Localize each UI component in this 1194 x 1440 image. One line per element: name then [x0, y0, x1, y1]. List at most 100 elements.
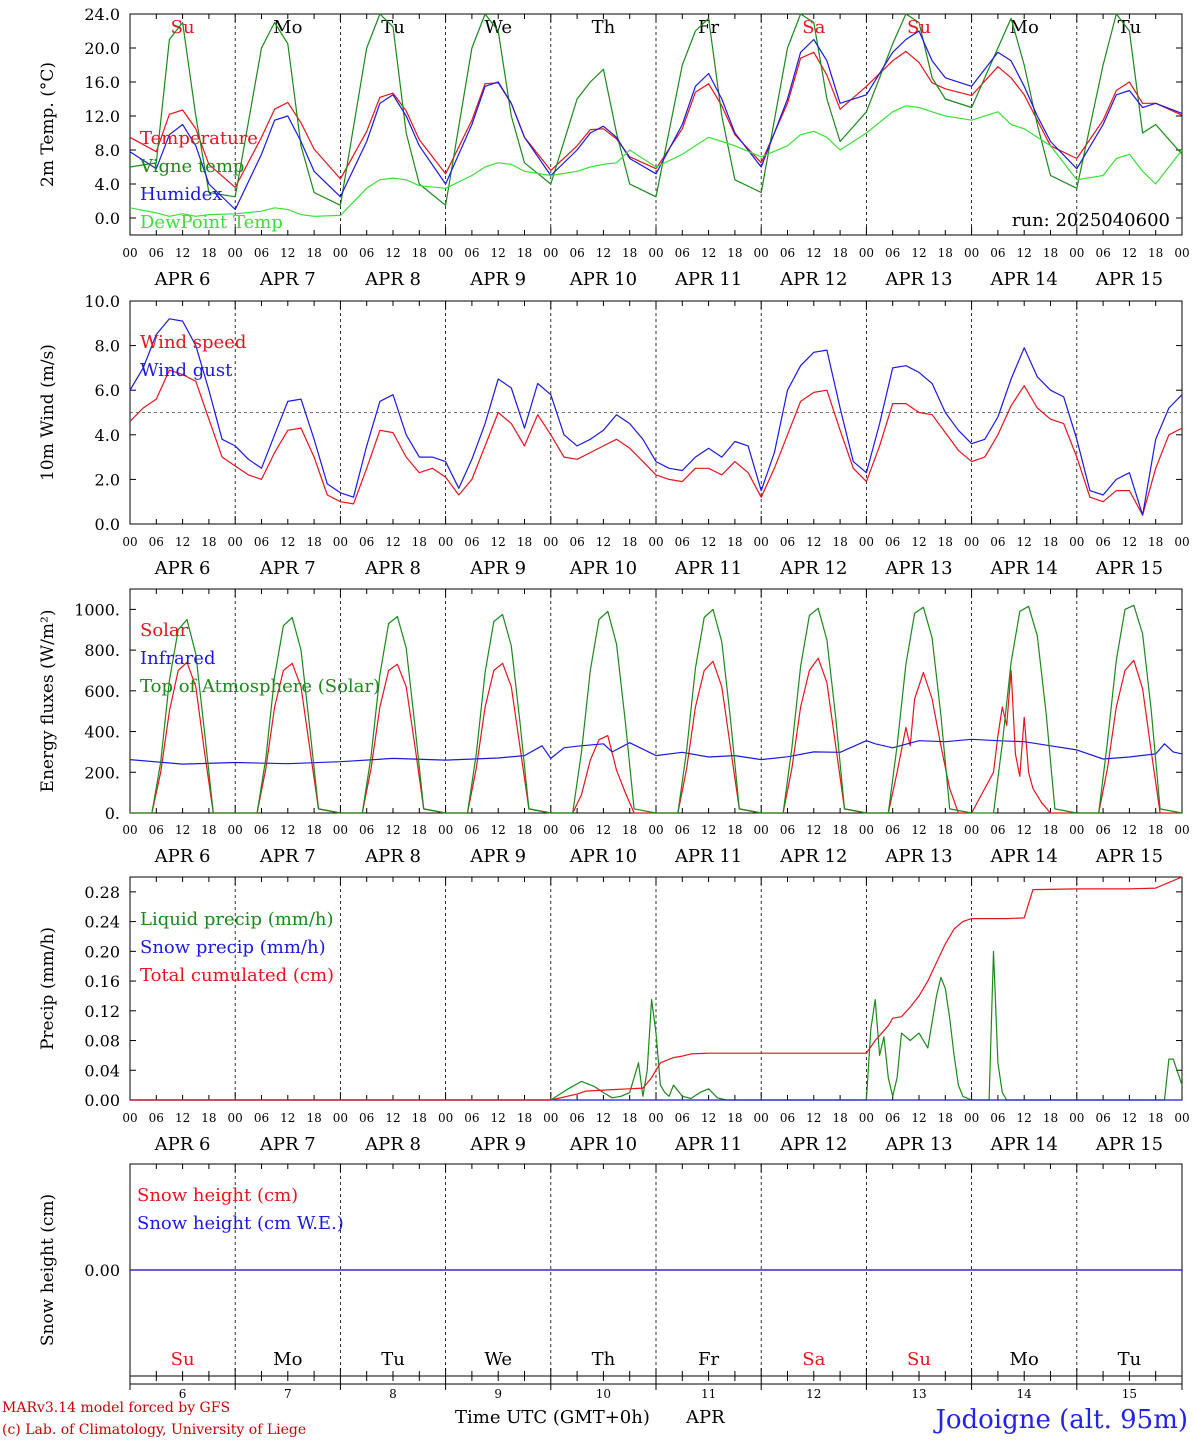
- y-tick-label: 0.08: [84, 1032, 120, 1051]
- day-number-label: 13: [911, 1387, 926, 1401]
- hour-tick-label: 18: [412, 1111, 427, 1125]
- y-tick-label: 0.16: [84, 972, 120, 991]
- day-of-week-label: Fr: [698, 17, 719, 38]
- hour-tick-label: 12: [1017, 823, 1032, 837]
- hour-tick-label: 18: [1148, 823, 1163, 837]
- legend-entry: Top of Atmosphere (Solar): [140, 676, 380, 697]
- hour-tick-label: 12: [806, 823, 821, 837]
- hour-tick-label: 00: [438, 246, 453, 260]
- day-of-week-label: Tu: [381, 1349, 405, 1370]
- day-of-week-label: We: [484, 1349, 512, 1370]
- hour-tick-label: 06: [464, 823, 479, 837]
- panel-2: 0.0 2.0 4.0 6.0 8.0 10.0 10m Wind (m/s) 00 06 12 1…: [38, 292, 1190, 579]
- panel-3: 0. 200. 400. 600. 800. 1000. Energy fluxes (W/…: [38, 588, 1190, 867]
- hour-tick-label: 18: [412, 535, 427, 549]
- hour-tick-label: 00: [122, 246, 137, 260]
- date-label: APR 10: [569, 846, 637, 867]
- date-label: APR 11: [674, 846, 742, 867]
- series-line-solar: [130, 657, 1182, 814]
- hour-tick-label: 18: [517, 246, 532, 260]
- station-name: Jodoigne (alt. 95m): [932, 1405, 1188, 1435]
- hour-tick-label: 00: [543, 246, 558, 260]
- day-number-label: 15: [1122, 1387, 1137, 1401]
- date-label: APR 6: [154, 558, 211, 579]
- hour-tick-label: 18: [1043, 246, 1058, 260]
- hour-tick-label: 00: [333, 823, 348, 837]
- hour-tick-label: 12: [280, 246, 295, 260]
- hour-tick-label: 06: [780, 535, 795, 549]
- hour-tick-label: 00: [228, 1111, 243, 1125]
- date-label: APR 11: [674, 1134, 742, 1155]
- hour-tick-label: 06: [1095, 1111, 1110, 1125]
- hour-tick-label: 00: [964, 535, 979, 549]
- hour-tick-label: 18: [727, 823, 742, 837]
- hour-tick-label: 06: [254, 823, 269, 837]
- day-of-week-label: Sa: [802, 1349, 825, 1370]
- hour-tick-label: 18: [938, 535, 953, 549]
- day-number-label: 7: [284, 1387, 292, 1401]
- credits-line-1: MARv3.14 model forced by GFS: [2, 1400, 230, 1416]
- hour-tick-label: 12: [911, 823, 926, 837]
- hour-tick-label: 12: [1017, 246, 1032, 260]
- hour-tick-label: 18: [622, 246, 637, 260]
- day-number-label: 9: [494, 1387, 502, 1401]
- day-of-week-label: Su: [907, 17, 931, 38]
- hour-tick-label: 06: [254, 246, 269, 260]
- date-label: APR 13: [884, 1134, 952, 1155]
- date-label: APR 10: [569, 269, 637, 290]
- hour-tick-label: 00: [333, 1111, 348, 1125]
- series-line-vigne-temp: [129, 13, 1183, 206]
- date-label: APR 7: [259, 846, 316, 867]
- hour-tick-label: 00: [754, 823, 769, 837]
- hour-tick-label: 00: [333, 246, 348, 260]
- date-label: APR 6: [154, 1134, 211, 1155]
- day-number-label: 12: [806, 1387, 821, 1401]
- series-line-wind-speed: [129, 369, 1183, 516]
- hour-tick-label: 12: [1122, 1111, 1137, 1125]
- date-label: APR 9: [469, 269, 526, 290]
- hour-tick-label: 06: [1095, 823, 1110, 837]
- hour-tick-label: 18: [306, 246, 321, 260]
- hour-tick-label: 12: [175, 246, 190, 260]
- y-tick-label: 0.24: [84, 913, 120, 932]
- hour-tick-label: 00: [648, 246, 663, 260]
- day-of-week-label: Mo: [273, 1349, 302, 1370]
- hour-tick-label: 18: [517, 535, 532, 549]
- day-of-week-label: Su: [171, 1349, 195, 1370]
- hour-tick-label: 06: [1095, 246, 1110, 260]
- y-axis-title: Snow height (cm): [38, 1194, 58, 1346]
- hour-tick-label: 12: [491, 535, 506, 549]
- hour-tick-label: 06: [990, 1111, 1005, 1125]
- y-tick-label: 2.0: [95, 470, 120, 489]
- y-tick-label: 0.0: [95, 515, 120, 534]
- hour-tick-label: 12: [280, 535, 295, 549]
- legend-entry: Snow height (cm): [137, 1185, 298, 1206]
- hour-tick-label: 00: [122, 823, 137, 837]
- hour-tick-label: 12: [280, 1111, 295, 1125]
- y-tick-label: 4.0: [95, 175, 120, 194]
- y-tick-label: 20.0: [84, 39, 120, 58]
- hour-tick-label: 00: [1174, 246, 1189, 260]
- hour-tick-label: 12: [491, 823, 506, 837]
- date-label: APR 9: [469, 558, 526, 579]
- hour-tick-label: 12: [1017, 1111, 1032, 1125]
- hour-tick-label: 00: [859, 823, 874, 837]
- hour-tick-label: 18: [201, 1111, 216, 1125]
- date-label: APR 14: [990, 846, 1058, 867]
- hour-tick-label: 00: [648, 1111, 663, 1125]
- hour-tick-label: 12: [701, 535, 716, 549]
- day-number-label: 6: [179, 1387, 187, 1401]
- hour-tick-label: 12: [596, 535, 611, 549]
- hour-tick-label: 00: [228, 823, 243, 837]
- hour-tick-label: 00: [1174, 535, 1189, 549]
- y-tick-label: 24.0: [84, 5, 120, 24]
- hour-tick-label: 18: [517, 1111, 532, 1125]
- hour-tick-label: 18: [306, 535, 321, 549]
- date-label: APR 15: [1095, 1134, 1163, 1155]
- hour-tick-label: 00: [438, 1111, 453, 1125]
- y-tick-label: 12.0: [84, 107, 120, 126]
- date-label: APR 15: [1095, 558, 1163, 579]
- hour-tick-label: 06: [569, 1111, 584, 1125]
- legend-entry: Total cumulated (cm): [140, 965, 334, 986]
- hour-tick-label: 18: [727, 1111, 742, 1125]
